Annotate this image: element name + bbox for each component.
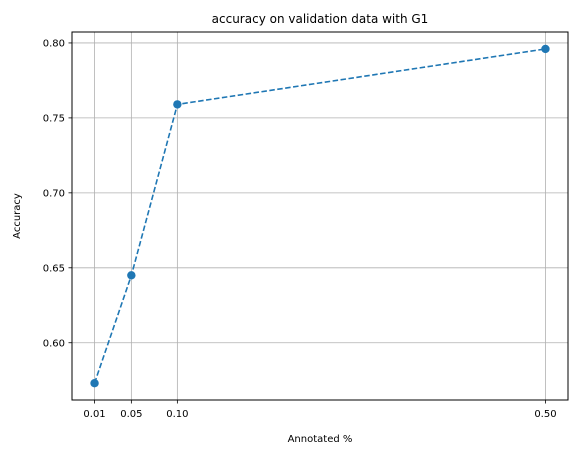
y-axis-label: Accuracy: [12, 193, 23, 239]
y-axis: 0.60 0.65 0.70 0.75 0.80: [43, 39, 72, 349]
x-tick-label: 0.10: [166, 409, 188, 420]
data-point: [127, 271, 136, 280]
x-tick-label: 0.50: [534, 409, 556, 420]
y-tick-label: 0.75: [43, 113, 65, 124]
x-tick-label: 0.01: [83, 409, 105, 420]
x-tick-label: 0.05: [120, 409, 142, 420]
x-axis: 0.01 0.05 0.10 0.50: [83, 400, 557, 420]
y-tick-label: 0.60: [43, 338, 65, 349]
data-point: [90, 379, 99, 388]
y-tick-label: 0.65: [43, 263, 65, 274]
chart-title: accuracy on validation data with G1: [212, 12, 429, 26]
y-tick-label: 0.80: [43, 39, 65, 50]
data-point: [173, 100, 182, 109]
series-line: [93, 48, 546, 384]
data-point: [541, 44, 550, 54]
x-axis-label: Annotated %: [288, 434, 353, 445]
grid: [72, 32, 568, 400]
plot-frame: [71, 31, 569, 401]
series-markers: [90, 44, 550, 388]
y-tick-label: 0.70: [43, 188, 65, 199]
